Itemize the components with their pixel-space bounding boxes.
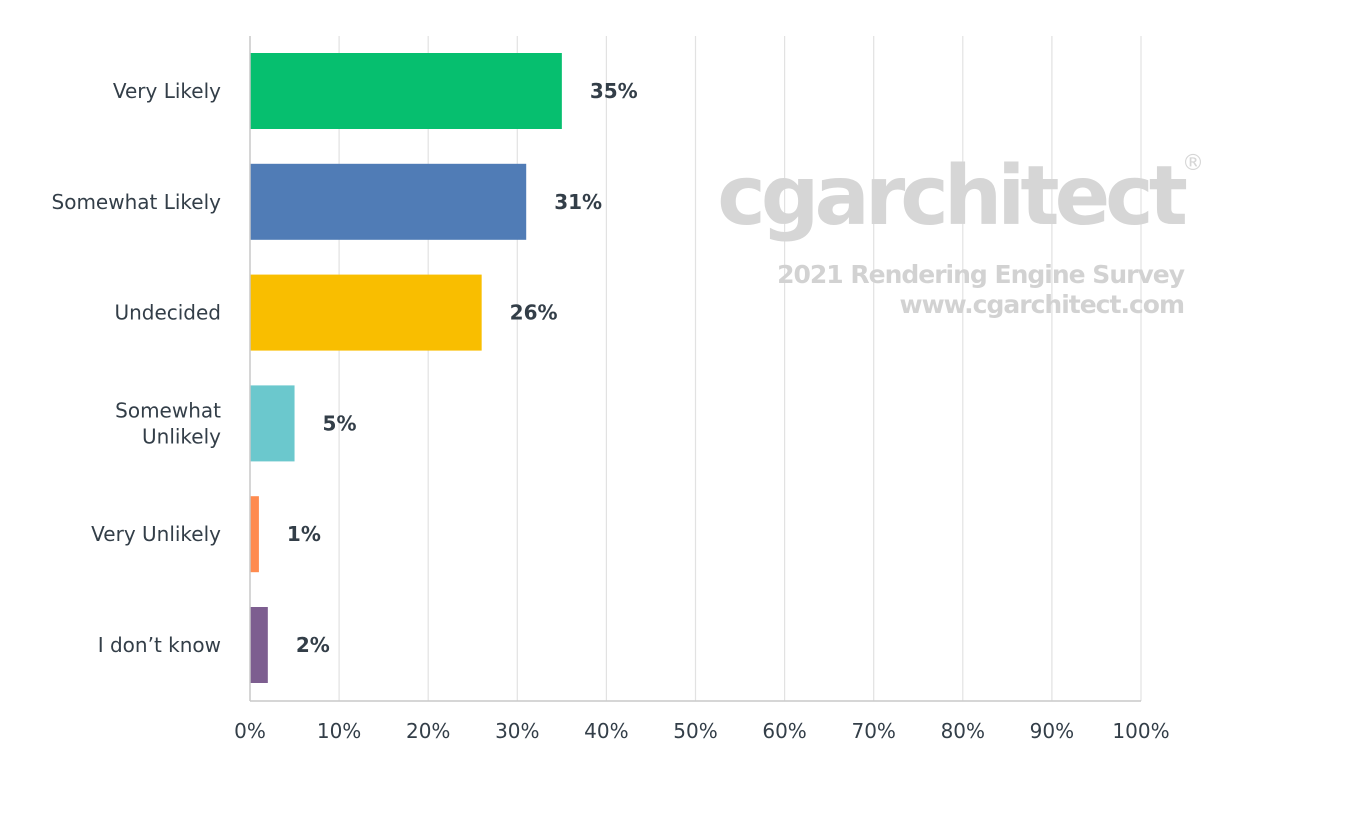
x-tick-label: 70%	[851, 719, 895, 743]
value-label: 35%	[590, 79, 638, 103]
value-label: 26%	[510, 301, 558, 325]
bars	[250, 53, 562, 683]
category-label: Very Likely	[113, 79, 221, 103]
bar	[250, 496, 259, 573]
category-label: I don’t know	[98, 633, 221, 657]
watermark-url: www.cgarchitect.com	[899, 290, 1184, 319]
watermark-logo: cgarchitect	[717, 149, 1187, 244]
bar	[250, 163, 527, 240]
x-tick-label: 100%	[1112, 719, 1169, 743]
x-tick-label: 60%	[762, 719, 806, 743]
category-label: Very Unlikely	[91, 522, 221, 546]
category-label: Somewhat Likely	[52, 190, 222, 214]
x-tick-label: 0%	[234, 719, 266, 743]
bar	[250, 53, 562, 129]
watermark-survey-title: 2021 Rendering Engine Survey	[777, 260, 1185, 289]
watermark: cgarchitect ® 2021 Rendering Engine Surv…	[717, 149, 1204, 319]
bar	[250, 607, 268, 683]
x-tick-label: 30%	[495, 719, 539, 743]
value-label: 31%	[554, 190, 602, 214]
category-label: Somewhat	[115, 398, 221, 422]
category-label: Unlikely	[142, 424, 221, 448]
value-labels: 35% 31% 26% 5% 1% 2%	[287, 79, 638, 657]
bar	[250, 385, 295, 462]
x-tick-label: 90%	[1030, 719, 1074, 743]
gridlines	[338, 36, 1142, 701]
category-label: Undecided	[114, 301, 221, 325]
category-labels: Very Likely Somewhat Likely Undecided Somew…	[52, 79, 222, 657]
watermark-registered-mark: ®	[1182, 151, 1204, 176]
value-label: 2%	[296, 633, 330, 657]
bar	[250, 274, 482, 351]
x-tick-label: 20%	[406, 719, 450, 743]
axes	[249, 36, 1141, 702]
x-tick-label: 10%	[317, 719, 361, 743]
x-tick-label: 40%	[584, 719, 628, 743]
value-label: 1%	[287, 522, 321, 546]
x-tick-label: 50%	[673, 719, 717, 743]
x-tick-label: 80%	[941, 719, 985, 743]
value-label: 5%	[323, 411, 357, 435]
x-tick-labels: 0% 10% 20% 30% 40% 50% 60% 70% 80% 90% 100%	[234, 719, 1169, 743]
